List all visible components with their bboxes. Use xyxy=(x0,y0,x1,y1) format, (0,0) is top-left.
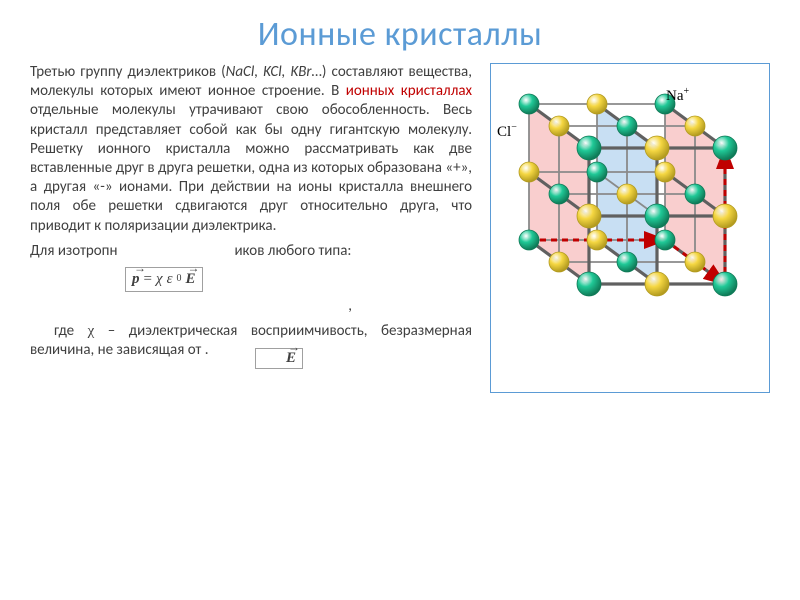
formula-row: p = χε0 E xyxy=(30,267,472,297)
cl-label: Cl− xyxy=(497,122,517,141)
highlight-term: ионных кристаллах xyxy=(346,82,472,100)
paragraph-4: где χ – диэлектрическая восприимчивость,… xyxy=(30,322,472,360)
formula-p-chi-e: p = χε0 E xyxy=(125,267,203,292)
lattice-svg xyxy=(491,64,771,394)
comma-line: , xyxy=(30,297,472,316)
paragraph-1: Третью группу диэлектриков (NaCl, KCl, K… xyxy=(30,63,472,236)
page-title: Ионные кристаллы xyxy=(30,14,770,55)
crystal-lattice-diagram: Na+ Cl− xyxy=(490,63,770,393)
text-column: Третью группу диэлектриков (NaCl, KCl, K… xyxy=(30,63,472,393)
content-row: Третью группу диэлектриков (NaCl, KCl, K… xyxy=(30,63,770,393)
na-label: Na+ xyxy=(666,86,689,105)
paragraph-2: Для изотропнxxxxxxxxxxxxxxxxxxиков любог… xyxy=(30,242,472,261)
formula-e-field: E xyxy=(255,348,303,369)
